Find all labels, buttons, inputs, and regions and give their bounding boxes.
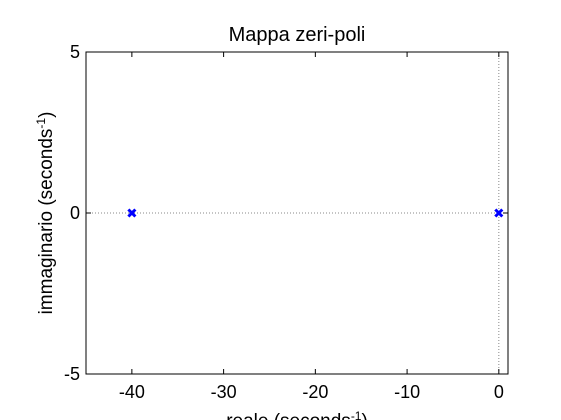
x-axis-label-sup: -1 xyxy=(351,409,362,420)
pole-marker-stroke xyxy=(127,208,137,218)
x-axis-label: reale (seconds-1) xyxy=(226,409,368,420)
x-tick-label: 0 xyxy=(494,382,504,402)
pole-markers xyxy=(127,208,504,218)
x-tick-label: -10 xyxy=(394,382,420,402)
pole-marker xyxy=(127,208,137,218)
x-axis-label-main: reale (seconds xyxy=(226,411,351,420)
y-tick-label: -5 xyxy=(64,364,80,384)
reference-lines xyxy=(86,52,508,374)
x-tick-label: -20 xyxy=(302,382,328,402)
y-axis-label-close: ) xyxy=(36,112,57,118)
y-tick-label: 0 xyxy=(70,203,80,223)
x-tick-label: -30 xyxy=(211,382,237,402)
y-axis-label: immaginario (seconds-1) xyxy=(34,112,57,315)
pole-marker xyxy=(494,208,504,218)
chart-title: Mappa zeri-poli xyxy=(229,24,366,46)
pole-marker-stroke xyxy=(494,208,504,218)
y-tick-label: 5 xyxy=(70,42,80,62)
axis-ticks xyxy=(86,51,508,375)
y-axis-label-main: immaginario (seconds xyxy=(36,129,57,315)
tick-labels: -40 -30 -20 -10 0 -5 0 5 xyxy=(64,42,504,402)
x-axis-label-close: ) xyxy=(361,411,367,420)
x-tick-label: -40 xyxy=(119,382,145,402)
y-axis-label-sup: -1 xyxy=(34,118,48,129)
